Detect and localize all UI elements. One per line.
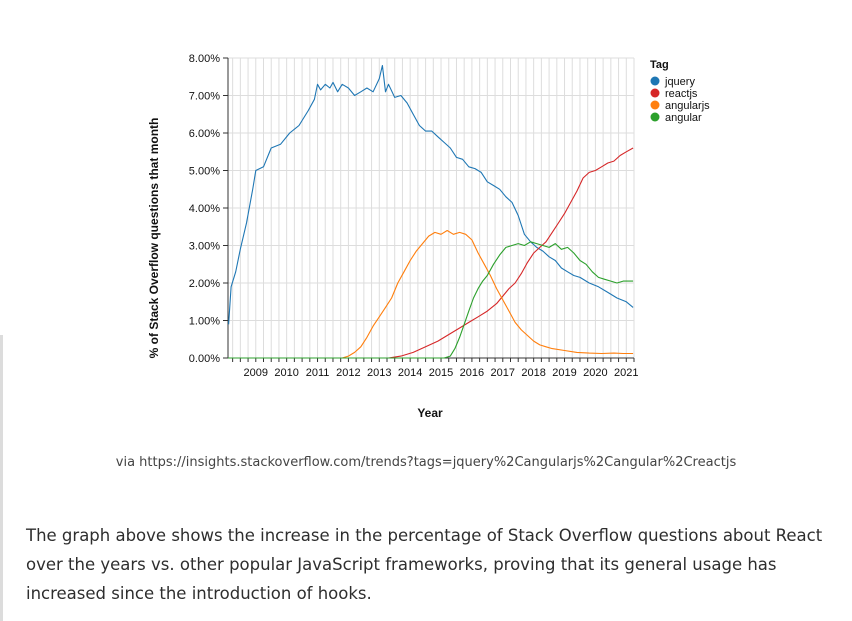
legend-title: Tag [650, 59, 669, 71]
y-tick-label: 8.00% [189, 53, 220, 65]
x-axis-title: Year [417, 406, 443, 420]
x-tick-label: 2012 [336, 367, 360, 379]
x-tick-label: 2015 [429, 367, 453, 379]
series-line-angular [228, 241, 634, 359]
y-tick-label: 1.00% [189, 316, 220, 328]
trends-chart: 0.00% 1.00% 2.00% 3.00% 4.00% 5.00% 6.00% 7.00%… [147, 53, 710, 420]
x-tick-label: 2021 [614, 367, 638, 379]
y-axis-title: % of Stack Overflow questions that month [147, 118, 161, 359]
legend-swatch-jquery [650, 76, 660, 86]
chart-series [228, 64, 634, 359]
series-line-reactjs [228, 147, 634, 359]
x-tick-label: 2017 [491, 367, 515, 379]
y-tick-label: 0.00% [189, 353, 220, 365]
x-tick-label: 2011 [306, 367, 330, 379]
x-tick-label: 2019 [552, 367, 576, 379]
legend-label-angular: angular [665, 112, 702, 124]
series-line-angularjs [228, 229, 634, 359]
y-tick-label: 3.00% [189, 241, 220, 253]
legend-swatch-angular [650, 112, 660, 122]
y-tick-label: 5.00% [189, 166, 220, 178]
y-tick-label: 6.00% [189, 128, 220, 140]
x-tick-label: 2020 [583, 367, 607, 379]
x-tick-label: 2010 [274, 367, 298, 379]
chart-grid [228, 57, 635, 359]
article-paragraph: The graph above shows the increase in th… [26, 526, 823, 603]
legend-label-angularjs: angularjs [665, 100, 710, 112]
x-tick-label: 2014 [398, 367, 422, 379]
legend-label-jquery: jquery [664, 76, 695, 88]
x-tick-label: 2018 [521, 367, 545, 379]
legend-swatch-reactjs [650, 88, 660, 98]
legend-swatch-angularjs [650, 100, 660, 110]
x-tick-label: 2016 [460, 367, 484, 379]
y-tick-label: 4.00% [189, 203, 220, 215]
legend-label-reactjs: reactjs [665, 88, 698, 100]
x-tick-label: 2013 [367, 367, 391, 379]
page-left-border [0, 335, 3, 621]
y-tick-label: 2.00% [189, 278, 220, 290]
chart-source-caption: via https://insights.stackoverflow.com/t… [115, 455, 737, 470]
series-line-jquery [228, 64, 634, 325]
x-tick-label: 2009 [244, 367, 268, 379]
y-tick-label: 7.00% [189, 91, 220, 103]
